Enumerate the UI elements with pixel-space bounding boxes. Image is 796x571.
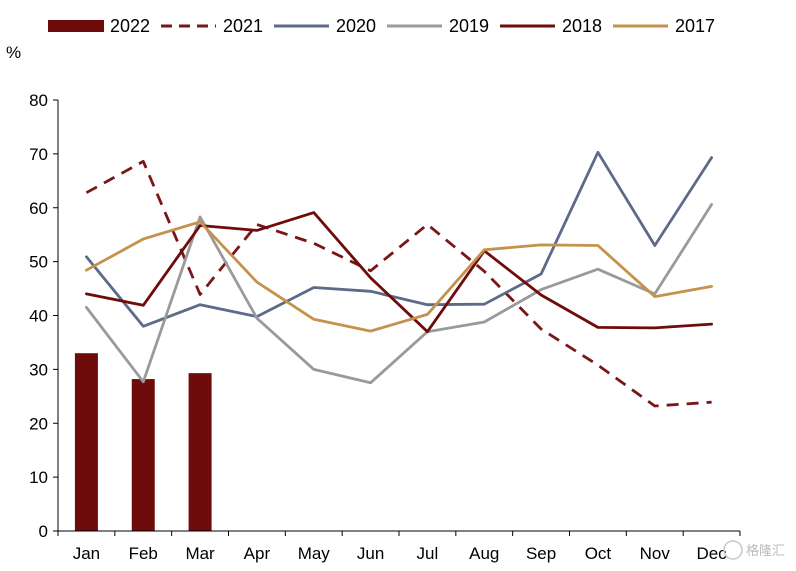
x-tick-label-Oct: Oct xyxy=(585,544,612,563)
legend-label-2018: 2018 xyxy=(562,16,602,36)
line-series-2018 xyxy=(85,211,713,334)
legend-label-2019: 2019 xyxy=(449,16,489,36)
y-tick-label-40: 40 xyxy=(29,307,48,326)
y-tick-label-80: 80 xyxy=(29,91,48,110)
x-tick-label-Sep: Sep xyxy=(526,544,556,563)
x-tick-label-Jul: Jul xyxy=(417,544,439,563)
bar-2022-Jan xyxy=(74,353,98,531)
watermark-logo-icon xyxy=(723,540,743,560)
line-series-2021 xyxy=(85,159,712,408)
y-unit-label: % xyxy=(6,43,21,62)
axes: 0 10 20 30 40 50 60 70 80 Jan Feb Mar Apr May Jun Jul Au… xyxy=(29,91,741,563)
bar-2022-Feb xyxy=(131,379,155,531)
legend-label-2017: 2017 xyxy=(675,16,715,36)
x-tick-label-Aug: Aug xyxy=(469,544,499,563)
legend-label-2020: 2020 xyxy=(336,16,376,36)
legend-label-2021: 2021 xyxy=(223,16,263,36)
y-tick-label-50: 50 xyxy=(29,253,48,272)
y-tick-label-20: 20 xyxy=(29,414,48,433)
x-tick-label-Mar: Mar xyxy=(185,544,215,563)
bar-2022-Mar xyxy=(188,373,212,531)
x-tick-label-Dec: Dec xyxy=(696,544,727,563)
x-tick-label-Jun: Jun xyxy=(357,544,384,563)
watermark-text: 格隆汇 xyxy=(746,543,785,559)
y-tick-label-30: 30 xyxy=(29,360,48,379)
legend-label-2022: 2022 xyxy=(110,16,150,36)
legend: 2022 2021 2020 2019 2018 2017 xyxy=(48,16,715,36)
bar-series xyxy=(74,353,212,531)
y-tick-label-70: 70 xyxy=(29,145,48,164)
y-tick-label-10: 10 xyxy=(29,468,48,487)
line-series-2020 xyxy=(85,150,713,328)
x-tick-label-May: May xyxy=(298,544,331,563)
line-series-2019 xyxy=(85,203,713,385)
line-series-2017 xyxy=(85,220,713,333)
watermark: 格隆汇 xyxy=(723,540,785,560)
x-tick-label-Jan: Jan xyxy=(73,544,100,563)
x-tick-label-Feb: Feb xyxy=(129,544,158,563)
x-tick-label-Apr: Apr xyxy=(244,544,271,563)
y-tick-label-0: 0 xyxy=(39,522,48,541)
x-tick-label-Nov: Nov xyxy=(640,544,671,563)
line-series-group xyxy=(85,150,713,408)
legend-swatch-2022 xyxy=(48,20,104,32)
y-tick-label-60: 60 xyxy=(29,199,48,218)
